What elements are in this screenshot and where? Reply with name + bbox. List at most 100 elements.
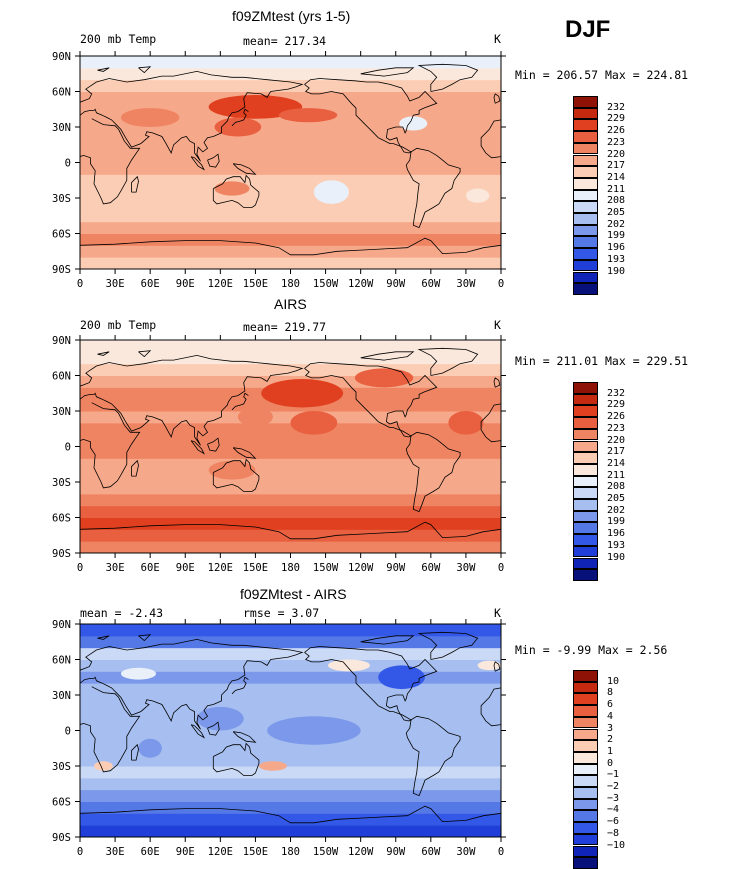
colorbar-label: 211: [607, 183, 626, 195]
y-tick-label: 60N: [52, 655, 71, 667]
colorbar-swatch: [573, 499, 598, 511]
x-tick-label: 30W: [456, 278, 476, 290]
contour-region: [120, 667, 157, 680]
zonal-band: [80, 221, 501, 234]
x-tick-label: 120E: [208, 562, 233, 574]
colorbar-label: 8: [607, 687, 614, 699]
coastline: [405, 715, 461, 797]
colorbar-label: 220: [607, 434, 626, 446]
coastline: [207, 153, 220, 168]
coastline: [405, 431, 461, 513]
coastline: [80, 354, 304, 446]
coastline: [131, 459, 139, 477]
y-tick-label: 30N: [52, 122, 71, 134]
contour-region: [465, 188, 490, 203]
coastline: [131, 175, 139, 193]
colorbar-swatch: [573, 283, 598, 295]
coastline: [232, 163, 257, 175]
zonal-band: [80, 434, 501, 447]
x-tick-label: 60W: [421, 846, 441, 858]
zonal-band: [80, 174, 501, 187]
panel-mean-label: mean= 217.34: [243, 34, 327, 48]
zonal-band: [80, 706, 501, 720]
y-tick-label: 30S: [52, 761, 71, 773]
coastline: [207, 437, 220, 452]
coastline: [304, 78, 438, 154]
x-tick-label: 0: [77, 846, 83, 858]
zonal-band: [80, 813, 501, 826]
y-tick-label: 60S: [52, 513, 71, 525]
colorbar-swatch: [573, 189, 598, 202]
colorbar-swatch: [573, 798, 598, 811]
colorbar-label: −8: [607, 827, 620, 839]
zonal-band: [80, 79, 501, 92]
zonal-band: [80, 754, 501, 767]
x-tick-label: 180: [281, 562, 300, 574]
colorbar-label: 214: [607, 457, 626, 469]
zonal-band: [80, 470, 501, 483]
coastline: [231, 108, 249, 127]
panel-title: f09ZMtest (yrs 1-5): [232, 8, 351, 24]
zonal-band: [80, 505, 501, 518]
coastline: [231, 676, 249, 695]
x-tick-label: 120W: [348, 278, 374, 290]
colorbar-label: −4: [607, 804, 620, 816]
colorbar-label: 229: [607, 113, 626, 125]
panel-units-label: K: [494, 318, 501, 332]
colorbar-label: 190: [607, 265, 626, 277]
zonal-band: [80, 411, 501, 424]
colorbar-label: −3: [607, 792, 620, 804]
colorbar-swatch: [573, 271, 598, 284]
map-plot-difference: 0 30E 60E 90E 120E 150E 180 150W 120W 90W 60W 30W 09…: [52, 619, 506, 858]
x-tick-label: 60E: [141, 562, 160, 574]
coastline: [212, 174, 260, 208]
colorbar-swatch: [573, 259, 598, 272]
panel-title: AIRS: [274, 296, 307, 312]
coastline: [131, 743, 139, 761]
colorbar-label: 232: [607, 387, 626, 399]
zonal-band: [80, 647, 501, 660]
colorbar-label: −6: [607, 816, 620, 828]
colorbar-label: −2: [607, 781, 620, 792]
colorbar-swatch: [573, 569, 598, 581]
colorbar-label: 208: [607, 195, 626, 207]
y-tick-label: 60S: [52, 797, 71, 809]
colorbar-swatch: [573, 248, 598, 260]
coastline: [212, 742, 260, 776]
panel-units-label: K: [494, 32, 501, 46]
y-tick-label: 90S: [52, 548, 71, 560]
y-tick-label: 90N: [52, 335, 71, 347]
contour-region: [448, 411, 484, 435]
x-tick-label: 60E: [141, 278, 160, 290]
y-tick-label: 60S: [52, 229, 71, 241]
zonal-band: [80, 695, 501, 708]
panel-variable-label: 200 mb Temp: [80, 32, 157, 46]
contour-region: [258, 761, 287, 771]
coastline: [232, 447, 257, 459]
zonal-band: [80, 422, 501, 436]
coastline: [138, 66, 152, 74]
coastline: [80, 686, 141, 773]
x-tick-label: 150E: [243, 846, 268, 858]
y-tick-label: 30S: [52, 477, 71, 489]
colorbar-swatch: [573, 213, 598, 225]
contour-region: [313, 180, 349, 204]
y-tick-label: 90N: [52, 619, 71, 631]
coastline: [360, 635, 415, 645]
colorbar-swatch: [573, 487, 598, 499]
colorbar-label: 205: [607, 207, 626, 218]
contour-region: [378, 665, 425, 690]
zonal-band: [80, 340, 501, 353]
contour-region: [94, 761, 113, 771]
coastline: [138, 350, 152, 358]
x-tick-label: 120W: [348, 846, 374, 858]
zonal-band: [80, 541, 501, 553]
coastline: [493, 377, 501, 388]
contour-region: [290, 411, 338, 435]
colorbar-label: 2: [607, 734, 614, 746]
y-tick-label: 90N: [52, 51, 71, 63]
zonal-band: [80, 351, 501, 365]
colorbar-swatch: [573, 810, 598, 823]
coastline: [493, 661, 501, 672]
coastline: [80, 118, 141, 205]
